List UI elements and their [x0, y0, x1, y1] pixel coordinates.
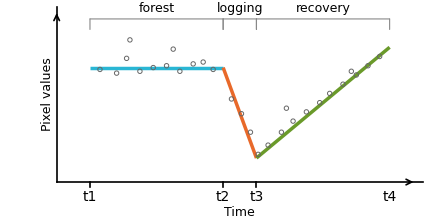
Point	[247, 130, 254, 134]
Point	[340, 82, 347, 86]
Point	[126, 38, 133, 42]
Point	[228, 97, 235, 101]
Point	[163, 64, 170, 67]
Text: logging: logging	[217, 2, 263, 15]
Point	[353, 73, 360, 77]
Y-axis label: Pixel values: Pixel values	[41, 57, 54, 131]
Point	[316, 101, 323, 104]
Point	[255, 153, 262, 156]
Point	[283, 106, 290, 110]
Point	[136, 69, 143, 73]
Text: forest: forest	[139, 2, 175, 15]
Text: recovery: recovery	[296, 2, 351, 15]
Point	[364, 64, 371, 67]
Point	[326, 92, 333, 95]
Point	[200, 60, 207, 64]
Point	[290, 119, 296, 123]
Point	[265, 143, 272, 147]
Point	[150, 66, 157, 69]
Point	[376, 55, 383, 58]
Point	[123, 57, 130, 60]
Point	[303, 110, 310, 114]
Point	[96, 68, 103, 71]
X-axis label: Time: Time	[225, 206, 255, 220]
Point	[170, 47, 177, 51]
Point	[210, 68, 217, 71]
Point	[177, 69, 184, 73]
Point	[190, 62, 197, 66]
Point	[348, 69, 355, 73]
Point	[113, 71, 120, 75]
Point	[278, 130, 285, 134]
Point	[238, 112, 245, 115]
